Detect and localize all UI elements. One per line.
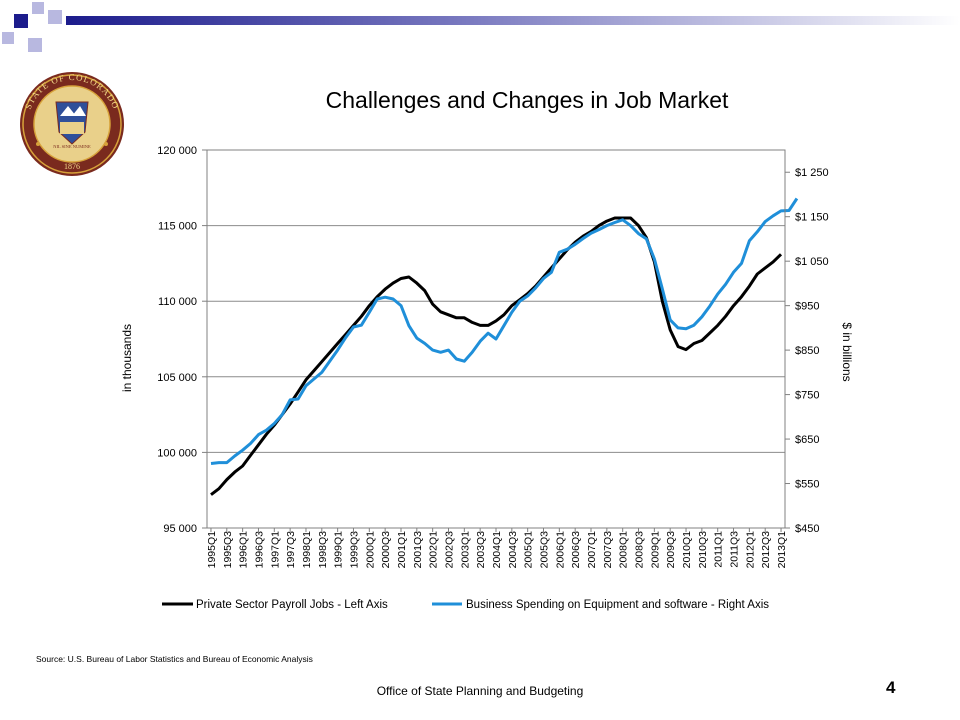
right-tick-label: $650	[795, 434, 819, 446]
x-tick-label: 2013Q1	[776, 531, 788, 569]
x-tick-label: 2003Q3	[475, 531, 487, 569]
x-tick-label: 1997Q1	[269, 531, 281, 569]
right-tick-label: $850	[795, 345, 819, 357]
source-note: Source: U.S. Bureau of Labor Statistics …	[36, 654, 313, 664]
legend-label-spending: Business Spending on Equipment and softw…	[466, 599, 769, 611]
x-tick-label: 1998Q1	[301, 531, 313, 569]
x-tick-label: 2006Q3	[570, 531, 582, 569]
right-axis-title: $ in billions	[840, 322, 854, 381]
left-tick-label: 100 000	[157, 447, 197, 459]
x-tick-label: 2004Q1	[491, 531, 503, 569]
decor-square-light	[28, 38, 42, 52]
header-gradient-bar	[66, 16, 960, 25]
x-tick-label: 1995Q1	[206, 531, 218, 569]
x-tick-label: 1996Q3	[253, 531, 265, 569]
legend-label-payroll: Private Sector Payroll Jobs - Left Axis	[196, 599, 388, 611]
chart-series	[210, 197, 799, 496]
right-tick-label: $1 250	[795, 167, 829, 179]
x-tick-label: 2008Q1	[618, 531, 630, 569]
x-tick-label: 2003Q1	[459, 531, 471, 569]
right-tick-label: $1 050	[795, 256, 829, 268]
colorado-seal: STATE OF COLORADO 1876 NIL SINE NUMINE	[20, 72, 124, 176]
x-axis: 1995Q1 1995Q3 1996Q1 1996Q3 1997Q1 1997Q3 1998…	[206, 528, 788, 568]
decor-squares	[2, 2, 62, 52]
right-tick-label: $550	[795, 479, 819, 491]
x-tick-label: 2005Q1	[523, 531, 535, 569]
left-axis-title: in thousands	[120, 324, 134, 392]
right-tick-label: $1 150	[795, 212, 829, 224]
left-tick-label: 105 000	[157, 372, 197, 384]
decor-square-light	[32, 2, 44, 14]
x-tick-label: 1998Q3	[317, 531, 329, 569]
x-tick-label: 2009Q3	[665, 531, 677, 569]
x-tick-label: 2002Q1	[428, 531, 440, 569]
x-tick-label: 2007Q1	[586, 531, 598, 569]
footer-text: Office of State Planning and Budgeting	[376, 684, 584, 698]
x-tick-label: 2001Q1	[396, 531, 408, 569]
left-tick-label: 120 000	[157, 145, 197, 157]
x-tick-label: 1995Q3	[222, 531, 234, 569]
x-tick-label: 2004Q3	[507, 531, 519, 569]
x-tick-label: 2009Q1	[649, 531, 661, 569]
x-tick-label: 2010Q1	[681, 531, 693, 569]
x-tick-label: 2000Q3	[380, 531, 392, 569]
right-tick-label: $750	[795, 390, 819, 402]
left-tick-label: 115 000	[158, 221, 197, 233]
decor-square-light	[2, 32, 14, 44]
left-axis: 95 000 100 000 105 000 110 000 115 000 120 00…	[157, 145, 207, 535]
page-number: 4	[886, 678, 896, 697]
x-tick-label: 2012Q3	[760, 531, 772, 569]
chart-legend: Private Sector Payroll Jobs - Left Axis …	[162, 599, 769, 611]
plot-area-frame	[206, 149, 786, 529]
x-tick-label: 1999Q1	[333, 531, 345, 569]
seal-year-text: 1876	[64, 162, 80, 171]
right-axis: $450 $550 $650 $750 $850 $950 $1 050 $1 150 $1 2…	[785, 167, 829, 535]
x-tick-label: 1999Q3	[348, 531, 360, 569]
x-tick-label: 2008Q3	[634, 531, 646, 569]
right-tick-label: $950	[795, 301, 819, 313]
chart-title: Challenges and Changes in Job Market	[326, 87, 729, 113]
x-tick-label: 2007Q3	[602, 531, 614, 569]
x-tick-label: 2001Q3	[412, 531, 424, 569]
x-tick-label: 2010Q3	[697, 531, 709, 569]
left-tick-label: 110 000	[158, 296, 197, 308]
x-tick-label: 1997Q3	[285, 531, 297, 569]
x-tick-label: 2006Q1	[554, 531, 566, 569]
x-tick-label: 2000Q1	[364, 531, 376, 569]
x-tick-label: 2011Q1	[713, 531, 725, 568]
left-tick-label: 95 000	[163, 523, 197, 535]
seal-motto-text: NIL SINE NUMINE	[53, 144, 91, 149]
x-tick-label: 2005Q3	[539, 531, 551, 569]
x-tick-label: 2012Q1	[744, 531, 756, 569]
x-tick-label: 2002Q3	[443, 531, 455, 569]
decor-square-light	[48, 10, 62, 24]
x-tick-label: 1996Q1	[238, 531, 250, 569]
x-tick-label: 2011Q3	[729, 531, 741, 568]
decor-square	[14, 14, 28, 28]
right-tick-label: $450	[795, 523, 819, 535]
series-line-spending	[210, 197, 799, 465]
series-line-payroll	[210, 216, 783, 496]
